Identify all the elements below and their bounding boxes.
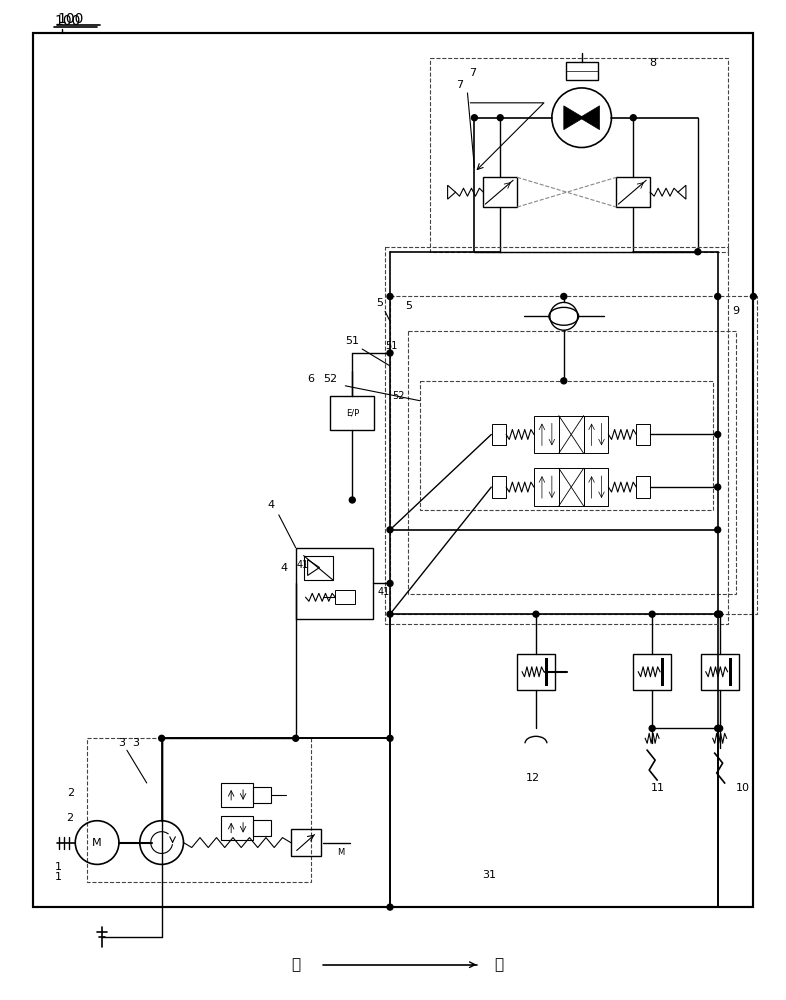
Circle shape <box>349 497 355 503</box>
Text: 7: 7 <box>456 80 463 90</box>
Circle shape <box>533 611 539 617</box>
Polygon shape <box>729 658 732 686</box>
Text: 12: 12 <box>526 773 540 783</box>
Circle shape <box>714 484 721 490</box>
Circle shape <box>387 904 393 910</box>
Text: E/P: E/P <box>346 408 359 417</box>
Text: 4: 4 <box>281 563 288 573</box>
Circle shape <box>560 293 567 299</box>
Circle shape <box>498 115 503 121</box>
Text: 8: 8 <box>649 58 657 68</box>
Circle shape <box>751 293 756 299</box>
Text: 2: 2 <box>66 813 73 823</box>
Circle shape <box>292 735 299 741</box>
Circle shape <box>695 249 701 255</box>
Circle shape <box>630 115 637 121</box>
Text: 5: 5 <box>376 298 384 308</box>
Circle shape <box>472 115 477 121</box>
Circle shape <box>714 611 721 617</box>
Circle shape <box>714 431 721 437</box>
Text: M: M <box>92 838 102 848</box>
Circle shape <box>387 611 393 617</box>
Circle shape <box>387 350 393 356</box>
Text: 1: 1 <box>54 862 61 872</box>
Circle shape <box>714 611 721 617</box>
Text: 7: 7 <box>469 68 476 78</box>
Text: 右: 右 <box>494 957 504 972</box>
Circle shape <box>560 378 567 384</box>
Circle shape <box>717 725 722 731</box>
Text: 11: 11 <box>651 783 665 793</box>
Polygon shape <box>545 658 548 686</box>
Text: 1: 1 <box>54 872 61 882</box>
Polygon shape <box>579 106 600 130</box>
Circle shape <box>387 580 393 586</box>
Polygon shape <box>564 106 584 130</box>
Text: 41: 41 <box>296 560 309 570</box>
Text: 51: 51 <box>386 341 398 351</box>
Text: 10: 10 <box>736 783 750 793</box>
Text: 9: 9 <box>733 306 740 316</box>
Text: 100: 100 <box>54 14 81 28</box>
Text: 5: 5 <box>405 301 412 311</box>
Circle shape <box>717 611 722 617</box>
Text: 31: 31 <box>483 870 496 880</box>
Circle shape <box>387 293 393 299</box>
Circle shape <box>649 611 656 617</box>
Polygon shape <box>661 658 664 686</box>
Text: 52: 52 <box>392 391 405 401</box>
Text: 6: 6 <box>307 374 314 384</box>
Text: M: M <box>336 848 344 857</box>
Text: 51: 51 <box>345 336 359 346</box>
Text: 左: 左 <box>291 957 300 972</box>
Text: 100: 100 <box>57 12 84 26</box>
Circle shape <box>714 527 721 533</box>
Text: 2: 2 <box>67 788 74 798</box>
Circle shape <box>387 735 393 741</box>
Circle shape <box>387 527 393 533</box>
Circle shape <box>159 735 164 741</box>
Text: 41: 41 <box>377 587 389 597</box>
Text: 52: 52 <box>323 374 337 384</box>
Text: 3: 3 <box>118 738 125 748</box>
Circle shape <box>714 293 721 299</box>
Circle shape <box>649 725 656 731</box>
Circle shape <box>714 725 721 731</box>
Text: 3: 3 <box>132 738 139 748</box>
Text: 4: 4 <box>267 500 274 510</box>
